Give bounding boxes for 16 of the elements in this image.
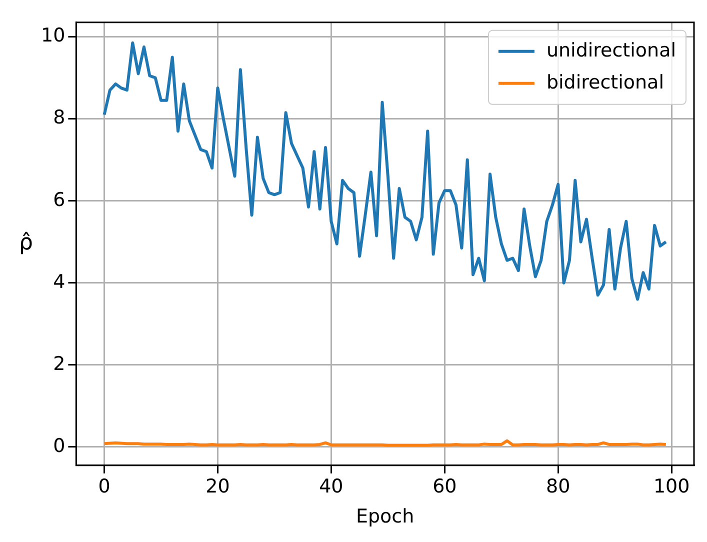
legend-label: unidirectional — [546, 39, 676, 62]
x-tick-label: 20 — [206, 476, 230, 498]
x-axis-title: Epoch — [356, 506, 414, 528]
y-tick-label: 10 — [40, 24, 66, 47]
y-tick-label: 0 — [53, 434, 66, 457]
legend-label: bidirectional — [546, 71, 664, 94]
x-tick-label: 0 — [98, 476, 110, 498]
x-tick-label: 80 — [546, 476, 570, 498]
x-tick-label: 60 — [432, 476, 457, 498]
y-tick-label: 2 — [53, 352, 66, 375]
y-tick-label: 6 — [53, 188, 66, 211]
y-tick-label: 4 — [53, 270, 66, 293]
y-tick-label: 8 — [53, 106, 66, 129]
x-tick-label: 100 — [653, 476, 690, 498]
x-tick-label: 40 — [319, 476, 344, 498]
y-axis-title: ρ̂ — [19, 230, 33, 256]
